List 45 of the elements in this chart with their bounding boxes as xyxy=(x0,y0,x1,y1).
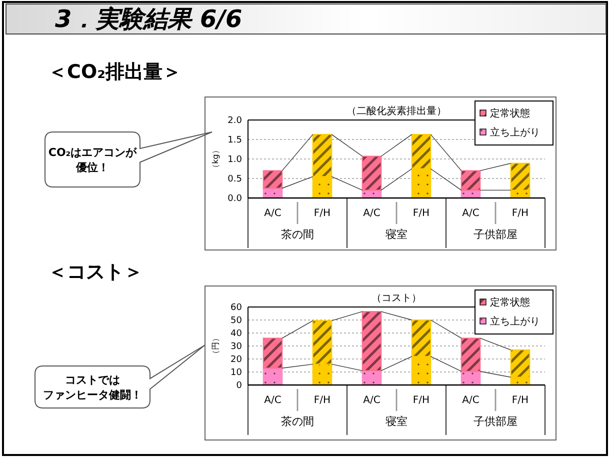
text: 茶の間 xyxy=(281,415,314,428)
x-tick-label: F/H xyxy=(512,395,529,406)
text: 3．実験結果 6/6 xyxy=(55,5,242,33)
y-tick-label: 10 xyxy=(230,368,242,378)
chart-title: ＜CO₂排出量＞ xyxy=(48,61,182,83)
x-tick-label: A/C xyxy=(264,395,282,406)
text: ＜コスト＞ xyxy=(48,261,143,283)
y-tick-label: 0 xyxy=(236,381,242,392)
y-tick-label: 1.5 xyxy=(228,136,242,146)
y-tick-label: 50 xyxy=(230,316,242,326)
y-tick-label: 0.0 xyxy=(228,194,242,204)
y-tick-label: 2.0 xyxy=(228,116,242,126)
text: 子供部屋 xyxy=(474,415,518,428)
chart-subtitle: （二酸化炭素排出量） xyxy=(346,105,446,117)
legend-label: 立ち上がり xyxy=(490,126,540,138)
legend-label: 定常状態 xyxy=(490,296,530,308)
y-tick-label: 60 xyxy=(230,303,242,314)
text: 子供部屋 xyxy=(474,228,518,241)
legend-label: 立ち上がり xyxy=(490,316,540,328)
x-tick-label: F/H xyxy=(412,395,430,406)
x-tick-label: F/H xyxy=(314,395,331,406)
text: 優位！ xyxy=(75,161,109,174)
text: 寝室 xyxy=(386,415,408,428)
y-tick-label: 1.0 xyxy=(228,155,242,166)
y-tick-label: 0.5 xyxy=(228,174,242,185)
text: 茶の間 xyxy=(281,228,314,241)
y-axis-title: （円） xyxy=(211,334,220,358)
x-tick-label: F/H xyxy=(412,208,430,219)
text: CO₂はエアコンが xyxy=(48,146,138,159)
x-tick-label: A/C xyxy=(363,395,380,406)
x-tick-label: A/C xyxy=(363,208,380,219)
x-tick-label: A/C xyxy=(462,208,480,219)
text: コストでは xyxy=(65,374,120,386)
text: ファンヒータ健闘！ xyxy=(43,388,142,402)
x-tick-label: F/H xyxy=(314,208,331,219)
y-axis-title: （kg） xyxy=(211,146,220,172)
x-tick-label: A/C xyxy=(264,208,282,219)
y-tick-label: 30 xyxy=(230,342,242,352)
y-tick-label: 20 xyxy=(230,355,242,366)
x-tick-label: A/C xyxy=(462,395,480,406)
y-tick-label: 40 xyxy=(230,329,242,340)
chart-subtitle: （コスト） xyxy=(372,293,422,304)
x-tick-label: F/H xyxy=(512,208,529,219)
legend-label: 定常状態 xyxy=(490,108,530,120)
text: 寝室 xyxy=(386,228,408,241)
